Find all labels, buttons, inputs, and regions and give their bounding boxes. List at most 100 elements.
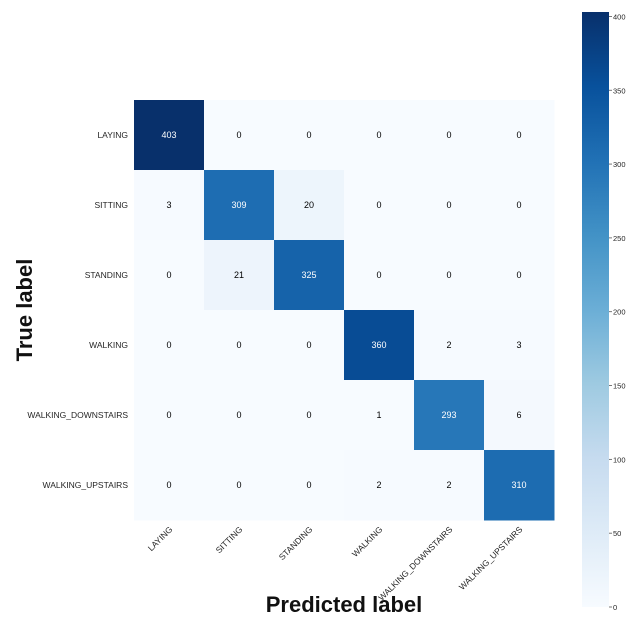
heatmap-cell [204, 310, 275, 381]
y-tick-labels: LAYING SITTING STANDING WALKING WALKING_DOWN… [27, 130, 128, 490]
x-tick-label: WALKING_UPSTAIRS [457, 524, 525, 592]
heatmap-cell-value: 0 [306, 340, 311, 350]
heatmap-cell-value: 0 [376, 200, 381, 210]
x-axis-label: Predicted label [266, 592, 423, 617]
heatmap-cell [414, 310, 485, 381]
colorbar-tick-label: 100 [613, 455, 626, 464]
y-tick-label: WALKING_DOWNSTAIRS [27, 410, 128, 420]
heatmap-cell [134, 100, 205, 171]
heatmap-cell [134, 240, 205, 311]
heatmap-cell-value: 2 [446, 480, 451, 490]
y-tick-label: WALKING [89, 340, 128, 350]
heatmap-cell [344, 240, 415, 311]
x-tick-label: LAYING [146, 524, 175, 553]
heatmap-cell-value: 3 [516, 340, 521, 350]
heatmap-cell-value: 0 [166, 270, 171, 280]
heatmap-cell-value: 20 [304, 200, 314, 210]
x-tick-label: WALKING [350, 524, 385, 559]
colorbar-tick-label: 300 [613, 160, 626, 169]
heatmap-cell [484, 170, 555, 241]
heatmap-cell-labels: 403 0 0 0 0 03 309 20 0 0 00 21 325 0 0 00 0 0 360 2 30 0 0 1 29… [161, 130, 526, 490]
heatmap-cell [484, 240, 555, 311]
colorbar-tick-label: 250 [613, 234, 626, 243]
heatmap-cell-value: 0 [446, 130, 451, 140]
heatmap-cell-value: 0 [376, 270, 381, 280]
heatmap-cell-value: 293 [441, 410, 456, 420]
heatmap-cell-value: 21 [234, 270, 244, 280]
heatmap-cell-value: 0 [236, 340, 241, 350]
x-tick-labels: LAYING SITTING STANDING WALKINGWALKING_DOWN… [146, 524, 525, 602]
heatmap-cell [484, 100, 555, 171]
heatmap-cell-value: 2 [446, 340, 451, 350]
heatmap-cell [204, 170, 275, 241]
heatmap-cell [344, 450, 415, 521]
heatmap-cell-value: 0 [236, 410, 241, 420]
heatmap-cell [204, 240, 275, 311]
heatmap-cell-value: 0 [166, 480, 171, 490]
heatmap-cell-value: 403 [161, 130, 176, 140]
x-tick-label: SITTING [214, 524, 245, 555]
heatmap-cell-value: 0 [446, 270, 451, 280]
colorbar-tick-label: 0 [613, 603, 617, 612]
heatmap-cell [274, 240, 345, 311]
colorbar-tick-label: 350 [613, 86, 626, 95]
heatmap-cell [204, 380, 275, 451]
y-tick-label: SITTING [94, 200, 128, 210]
heatmap-cell [484, 450, 555, 521]
heatmap-cell [484, 310, 555, 381]
x-tick-label: STANDING [277, 524, 315, 562]
y-tick-label: STANDING [85, 270, 128, 280]
heatmap-cell-value: 360 [371, 340, 386, 350]
heatmap-cell-value: 0 [236, 130, 241, 140]
heatmap-cell-value: 0 [516, 270, 521, 280]
heatmap-cell [204, 450, 275, 521]
heatmap-cell-value: 2 [376, 480, 381, 490]
heatmap-cell-value: 0 [306, 130, 311, 140]
x-tick-label: WALKING_DOWNSTAIRS [376, 524, 454, 602]
heatmap-cell-value: 0 [376, 130, 381, 140]
colorbar: 0 50 100 150 200 250 300 350 400 [582, 12, 626, 612]
heatmap-cell-value: 3 [166, 200, 171, 210]
colorbar-gradient [582, 12, 609, 607]
heatmap-cell [134, 310, 205, 381]
heatmap-cells [134, 100, 555, 521]
colorbar-tick-label: 200 [613, 308, 626, 317]
heatmap-cell [414, 450, 485, 521]
heatmap-cell [414, 240, 485, 311]
heatmap-cell [134, 170, 205, 241]
heatmap-cell [344, 100, 415, 171]
heatmap-cell [274, 170, 345, 241]
heatmap-cell [204, 100, 275, 171]
heatmap-cell-value: 0 [306, 480, 311, 490]
heatmap-cell [274, 380, 345, 451]
heatmap-cell-value: 309 [231, 200, 246, 210]
heatmap-cell [344, 170, 415, 241]
heatmap-cell [414, 170, 485, 241]
heatmap-cell [134, 380, 205, 451]
heatmap-cell [344, 380, 415, 451]
heatmap-cell-value: 0 [446, 200, 451, 210]
heatmap-cell-value: 325 [301, 270, 316, 280]
colorbar-tick-label: 150 [613, 382, 626, 391]
heatmap-cell [484, 380, 555, 451]
heatmap-cell [274, 450, 345, 521]
heatmap-cell [414, 100, 485, 171]
heatmap-cell [414, 380, 485, 451]
heatmap-cell-value: 310 [511, 480, 526, 490]
colorbar-tick-label: 400 [613, 12, 626, 21]
heatmap-cell-value: 0 [166, 410, 171, 420]
heatmap-cell-value: 1 [376, 410, 381, 420]
y-tick-label: LAYING [97, 130, 128, 140]
heatmap-cell [274, 100, 345, 171]
y-tick-label: WALKING_UPSTAIRS [43, 480, 129, 490]
heatmap-cell-value: 0 [166, 340, 171, 350]
heatmap-cell-value: 0 [516, 130, 521, 140]
heatmap-cell [274, 310, 345, 381]
y-axis-label: True label [12, 259, 37, 362]
heatmap-cell-value: 6 [516, 410, 521, 420]
heatmap-cell [344, 310, 415, 381]
heatmap-cell-value: 0 [236, 480, 241, 490]
colorbar-tick-label: 50 [613, 529, 621, 538]
heatmap-cell [134, 450, 205, 521]
